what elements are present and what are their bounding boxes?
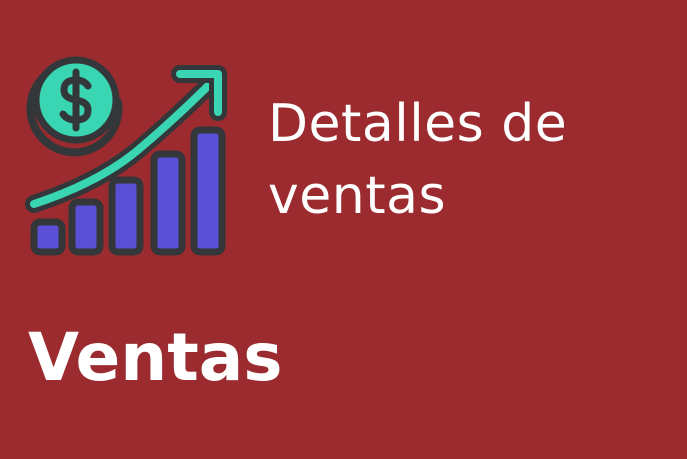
card-title: Detalles de ventas — [268, 88, 668, 232]
category-label: Ventas — [28, 319, 283, 396]
sales-growth-chart-icon — [25, 56, 227, 256]
card-title-line-1: Detalles de — [268, 94, 568, 154]
dollar-coin-icon — [26, 56, 123, 157]
card-title-line-2: ventas — [268, 166, 447, 226]
bar-5 — [190, 126, 226, 256]
bar-1 — [30, 218, 66, 256]
bar-3 — [108, 176, 144, 256]
bar-chart-icon — [30, 126, 226, 256]
bar-4 — [150, 150, 186, 256]
trend-arrow-icon — [25, 65, 227, 213]
bar-2 — [68, 198, 104, 256]
